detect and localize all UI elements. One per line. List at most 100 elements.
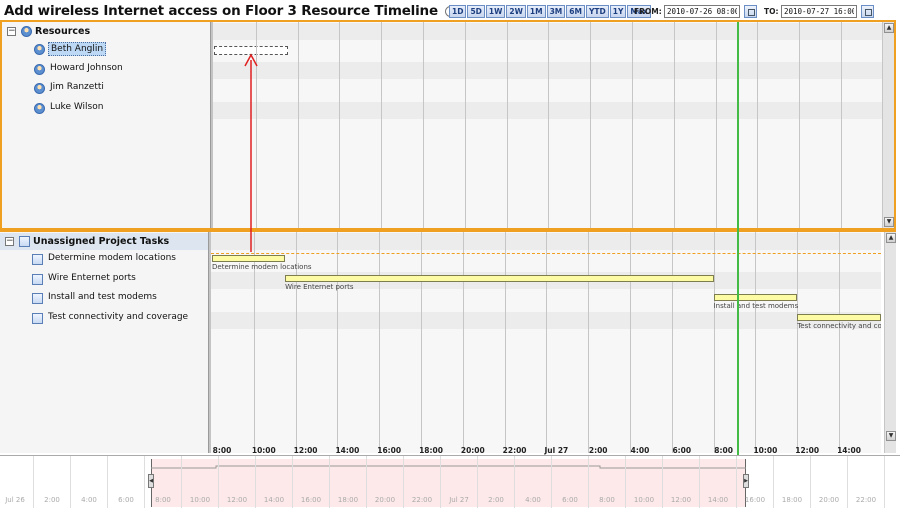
tasks-timeline-grid[interactable]: Determine modem locations Wire Enternet p… xyxy=(211,232,881,453)
grid-row-band xyxy=(211,311,881,329)
overview-right-handle[interactable]: ▶ xyxy=(743,474,749,488)
overview-grid-line xyxy=(736,456,737,508)
grid-hour-line xyxy=(462,232,464,453)
overview-tick-label: 16:00 xyxy=(300,496,322,504)
grid-row-band xyxy=(213,62,883,80)
to-calendar-icon[interactable] xyxy=(861,5,874,18)
overview-tick-label: 18:00 xyxy=(781,496,803,504)
overview-tick-label: 4:00 xyxy=(525,496,541,504)
overview-tick-label: 6:00 xyxy=(118,496,134,504)
axis-tick-label: 18:00 xyxy=(419,446,443,455)
overview-grid-line xyxy=(144,456,145,508)
overview-tick-label: 14:00 xyxy=(263,496,285,504)
grid-hour-line xyxy=(797,232,799,453)
from-date-input[interactable] xyxy=(664,5,740,18)
axis-tick-label: 10:00 xyxy=(251,446,276,455)
tasks-scroll-down-icon[interactable]: ▼ xyxy=(886,431,896,441)
task-item-label: Test connectivity and coverage xyxy=(48,312,189,323)
drop-target-placeholder[interactable] xyxy=(214,46,288,55)
overview-grid-line xyxy=(292,456,293,508)
grid-hour-line xyxy=(588,232,590,453)
grid-hour-line xyxy=(548,22,550,228)
from-calendar-icon[interactable] xyxy=(744,5,757,18)
resources-collapse-toggle[interactable]: − xyxy=(7,26,16,36)
axis-tick-label: 22:00 xyxy=(502,446,527,455)
zoom-button-1d[interactable]: 1D xyxy=(449,5,467,18)
grid-hour-line xyxy=(632,22,633,228)
grid-hour-line xyxy=(506,22,508,228)
grid-hour-line xyxy=(339,22,341,228)
tasks-splitter[interactable] xyxy=(208,232,211,453)
axis-tick-label: 16:00 xyxy=(377,446,402,455)
tasks-scrollbar[interactable]: ▲ ▼ xyxy=(884,232,896,453)
resources-timeline-grid[interactable] xyxy=(213,22,883,228)
person-icon xyxy=(34,63,45,75)
task-item-label: Wire Enternet ports xyxy=(48,272,136,283)
tasks-collapse-toggle[interactable]: − xyxy=(5,236,14,246)
resource-item-label: Jim Ranzetti xyxy=(50,82,104,93)
axis-tick-label: 6:00 xyxy=(672,446,692,455)
grid-hour-line xyxy=(255,22,257,228)
grid-hour-line xyxy=(715,22,717,228)
resource-item-label: Beth Anglin xyxy=(48,42,107,56)
overview-left-handle[interactable]: ◀ xyxy=(148,474,154,488)
resources-scroll-down-icon[interactable]: ▼ xyxy=(884,217,894,227)
axis-tick-label: 8:00 xyxy=(714,446,733,455)
resources-scrollbar[interactable]: ▲ ▼ xyxy=(882,22,894,228)
to-label: TO: xyxy=(764,7,779,16)
tasks-panel: − Unassigned Project Tasks Determine mod… xyxy=(0,230,896,453)
axis-tick-label: 10:00 xyxy=(753,446,778,455)
grid-hour-line xyxy=(841,22,842,228)
grid-hour-line xyxy=(713,232,715,453)
task-bar[interactable] xyxy=(797,314,881,322)
to-date-input[interactable] xyxy=(781,5,857,18)
task-bar[interactable] xyxy=(713,294,798,302)
resources-panel: − Resources Beth Anglin Howard Johnson Jim… xyxy=(0,20,896,230)
task-document-icon xyxy=(32,313,43,325)
zoom-button-max[interactable]: Max xyxy=(627,5,651,18)
resources-splitter[interactable] xyxy=(210,22,213,228)
drop-zone-line xyxy=(211,253,881,254)
overview-selection-window[interactable] xyxy=(151,459,746,507)
zoom-button-1y[interactable]: 1Y xyxy=(609,5,627,18)
timeline-overview[interactable]: ◀ ▶ Jul 26 2:00 4:00 6:00 8:00 10:00 12:00 14:0… xyxy=(0,455,900,508)
tasks-group-header: − Unassigned Project Tasks xyxy=(0,233,208,250)
zoom-button-1m[interactable]: 1M xyxy=(526,5,546,18)
axis-tick-label: 20:00 xyxy=(460,446,485,455)
overview-grid-line xyxy=(514,456,515,508)
overview-tick-label: Jul 27 xyxy=(449,496,469,504)
overview-grid-line xyxy=(440,456,441,508)
zoom-button-1w[interactable]: 1W xyxy=(485,5,506,18)
tasks-scroll-up-icon[interactable]: ▲ xyxy=(886,233,896,243)
zoom-button-3m[interactable]: 3M xyxy=(546,5,566,18)
zoom-button-ytd[interactable]: YTD xyxy=(585,5,609,18)
overview-tick-label: 8:00 xyxy=(599,496,615,504)
tasks-group-icon xyxy=(19,236,30,247)
task-bar[interactable] xyxy=(285,274,714,282)
zoom-button-2w[interactable]: 2W xyxy=(506,5,526,18)
axis-tick-label: 12:00 xyxy=(293,446,318,455)
overview-grid-line xyxy=(847,456,848,508)
grid-hour-line xyxy=(755,232,757,453)
axis-tick-label: 2:00 xyxy=(588,446,608,455)
overview-load-curve xyxy=(151,465,746,469)
task-document-icon xyxy=(32,254,43,265)
task-bar[interactable] xyxy=(212,255,286,262)
grid-row-band xyxy=(213,23,883,40)
overview-tick-label: 8:00 xyxy=(155,496,171,504)
zoom-button-group: 1D 5D 1W 2W 1M 3M 6M YTD 1Y Max xyxy=(449,5,652,18)
overview-grid-line xyxy=(366,456,367,508)
resources-group-label: Resources xyxy=(35,26,91,37)
person-icon xyxy=(34,83,45,95)
overview-tick-label: 16:00 xyxy=(744,496,766,504)
overview-tick-label: 12:00 xyxy=(670,496,692,504)
resources-scroll-up-icon[interactable]: ▲ xyxy=(884,23,894,33)
zoom-button-6m[interactable]: 6M xyxy=(566,5,585,18)
zoom-button-5d[interactable]: 5D xyxy=(467,5,485,18)
time-axis: 8:00 10:00 12:00 14:00 16:00 18:00 20:00 22:00 J… xyxy=(211,443,881,455)
task-bar-label: Install and test modems xyxy=(713,302,799,311)
grid-hour-line xyxy=(504,232,506,453)
overview-tick-label: 14:00 xyxy=(707,496,729,504)
grid-hour-line xyxy=(295,232,297,453)
